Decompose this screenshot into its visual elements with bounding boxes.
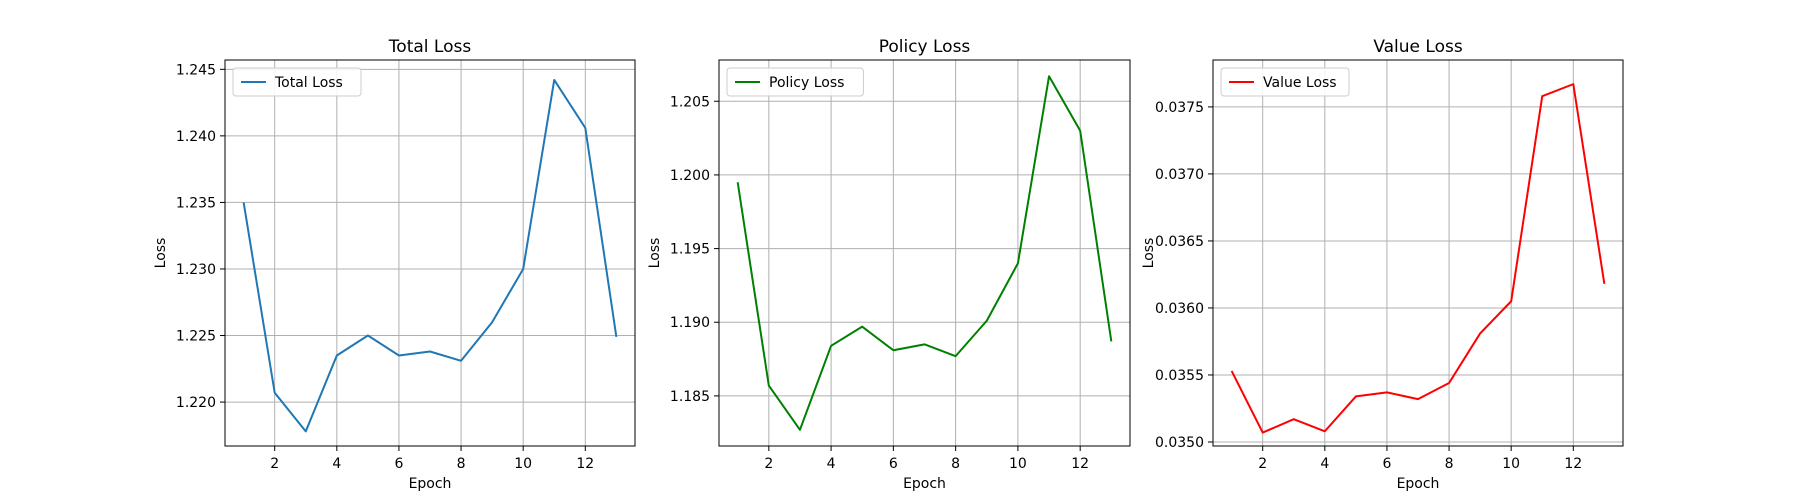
y-axis-label: Loss xyxy=(1141,238,1157,269)
x-tick-label: 2 xyxy=(1258,456,1267,472)
y-tick-label: 1.200 xyxy=(670,168,710,184)
plot-frame xyxy=(1212,59,1624,447)
x-tick-label: 4 xyxy=(827,456,836,472)
chart-title: Total Loss xyxy=(388,37,472,57)
x-axis-label: Epoch xyxy=(409,476,452,492)
x-tick-label: 8 xyxy=(951,456,960,472)
x-tick-label: 4 xyxy=(1320,456,1329,472)
y-tick-label: 0.0360 xyxy=(1155,301,1204,317)
x-tick-label: 12 xyxy=(1071,456,1089,472)
x-tick-label: 10 xyxy=(514,456,532,472)
total-loss-chart: 2 4 6 8 10 12 1.220 1.225 1.230 1.235 1.240 1.245 To… xyxy=(153,37,636,492)
x-tick-label: 10 xyxy=(1502,456,1520,472)
x-tick-label: 12 xyxy=(1564,456,1582,472)
x-tick-label: 6 xyxy=(1382,456,1391,472)
x-tick-label: 4 xyxy=(332,456,341,472)
legend-box xyxy=(726,67,864,97)
y-tick-label: 1.205 xyxy=(670,94,710,110)
y-tick-label: 1.245 xyxy=(176,62,216,78)
y-tick-label: 0.0375 xyxy=(1155,100,1204,116)
y-tick-label: 0.0370 xyxy=(1155,167,1204,183)
x-tick-label: 6 xyxy=(394,456,403,472)
value-loss-chart: 2 4 6 8 10 12 0.0350 0.0355 0.0360 0.0365 0.0370 0.… xyxy=(1141,37,1624,492)
legend: Value Loss xyxy=(1220,67,1350,97)
x-tick-label: 12 xyxy=(576,456,594,472)
y-axis-label: Loss xyxy=(647,238,663,269)
plot-frame xyxy=(718,59,1131,447)
legend-box xyxy=(1220,67,1350,97)
y-tick-label: 1.235 xyxy=(176,195,216,211)
chart-title: Value Loss xyxy=(1373,37,1463,57)
x-tick-label: 8 xyxy=(457,456,466,472)
x-tick-label: 10 xyxy=(1009,456,1027,472)
total-loss-line xyxy=(242,78,618,433)
x-axis-label: Epoch xyxy=(903,476,946,492)
x-tick-label: 2 xyxy=(270,456,279,472)
legend-label: Value Loss xyxy=(1263,75,1337,91)
x-tick-label: 8 xyxy=(1445,456,1454,472)
legend-box xyxy=(232,67,362,97)
y-tick-label: 1.190 xyxy=(670,315,710,331)
y-tick-label: 0.0350 xyxy=(1155,435,1204,451)
x-axis-label: Epoch xyxy=(1397,476,1440,492)
y-tick-label: 0.0365 xyxy=(1155,234,1204,250)
y-tick-label: 1.220 xyxy=(176,395,216,411)
chart-title: Policy Loss xyxy=(879,37,971,57)
legend: Total Loss xyxy=(232,67,362,97)
y-tick-label: 0.0355 xyxy=(1155,368,1204,384)
x-tick-label: 2 xyxy=(764,456,773,472)
y-tick-label: 1.230 xyxy=(176,262,216,278)
x-tick-label: 6 xyxy=(889,456,898,472)
legend-label: Total Loss xyxy=(274,75,343,91)
value-loss-line xyxy=(1230,83,1606,434)
legend: Policy Loss xyxy=(726,67,864,97)
legend-label: Policy Loss xyxy=(769,75,844,91)
y-tick-label: 1.185 xyxy=(670,389,710,405)
policy-loss-line xyxy=(736,75,1113,431)
policy-loss-chart: 2 4 6 8 10 12 1.185 1.190 1.195 1.200 1.205 Policy … xyxy=(647,37,1131,492)
plot-frame xyxy=(224,59,636,447)
y-axis-label: Loss xyxy=(153,238,169,269)
y-tick-label: 1.195 xyxy=(670,242,710,258)
y-tick-label: 1.225 xyxy=(176,329,216,345)
y-tick-label: 1.240 xyxy=(176,129,216,145)
